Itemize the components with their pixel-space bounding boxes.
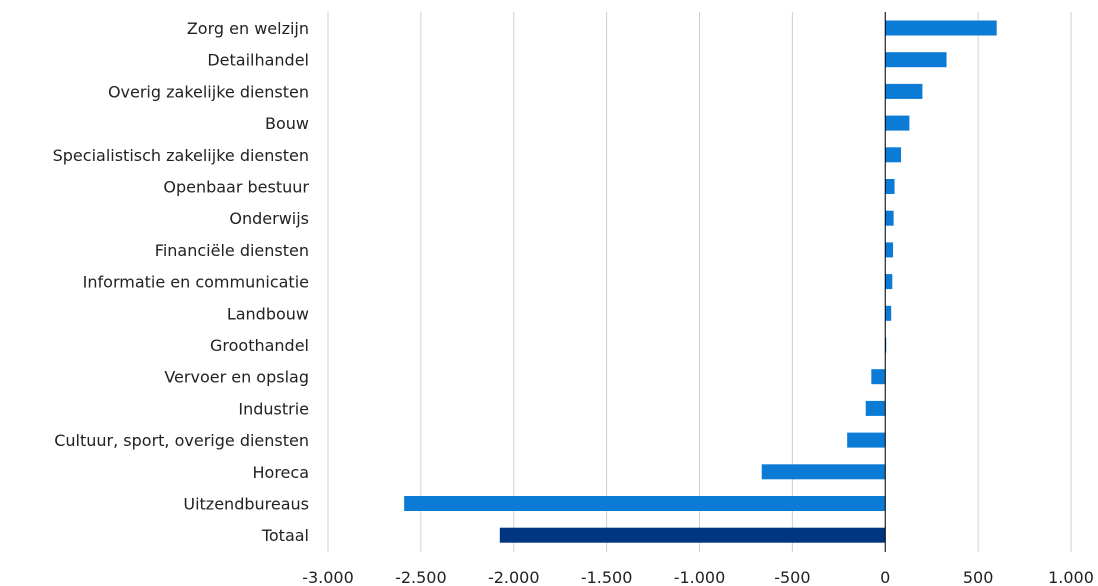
category-label: Informatie en communicatie: [83, 273, 309, 292]
bar: [885, 20, 997, 36]
x-tick-label: -2.500: [395, 568, 447, 586]
category-labels: Zorg en welzijn Detailhandel Overig zakeli…: [53, 19, 310, 545]
bar: [871, 369, 886, 385]
x-tick-label: 0: [880, 568, 890, 586]
x-tick-label: -500: [774, 568, 810, 586]
bar: [865, 400, 886, 416]
category-label: Specialistisch zakelijke diensten: [53, 146, 309, 165]
bar: [885, 83, 923, 99]
x-tick-labels: -3.000 -2.500 -2.000 -1.500 -1.000 -500 0 500 1.…: [302, 568, 1094, 586]
bar: [499, 527, 886, 543]
category-label: Horeca: [253, 463, 310, 482]
bar: [885, 274, 893, 290]
category-label: Overig zakelijke diensten: [108, 82, 309, 101]
bar: [885, 242, 894, 258]
x-tick-label: -2.000: [488, 568, 540, 586]
category-label: Openbaar bestuur: [163, 178, 309, 197]
bar: [885, 147, 902, 163]
category-label: Landbouw: [227, 304, 309, 323]
x-tick-label: 1.000: [1048, 568, 1094, 586]
category-label: Vervoer en opslag: [164, 368, 309, 387]
bars: [404, 20, 997, 543]
category-label: Uitzendbureaus: [183, 495, 309, 514]
bar: [885, 305, 892, 321]
bar: [885, 52, 947, 68]
gridlines: [327, 12, 1072, 552]
category-label: Zorg en welzijn: [187, 19, 309, 38]
bar: [404, 496, 886, 511]
category-label: Industrie: [238, 399, 309, 418]
bar: [847, 432, 886, 448]
bar: [885, 179, 895, 194]
category-label: Totaal: [261, 526, 309, 545]
category-label: Financiële diensten: [155, 241, 309, 260]
category-label: Detailhandel: [207, 51, 309, 70]
x-tick-label: -1.500: [581, 568, 633, 586]
bar: [761, 464, 886, 480]
category-label: Cultuur, sport, overige diensten: [54, 431, 309, 450]
bar: [885, 115, 910, 131]
x-tick-label: -3.000: [302, 568, 354, 586]
category-label: Onderwijs: [229, 209, 309, 228]
x-tick-label: 500: [963, 568, 994, 586]
x-tick-label: -1.000: [674, 568, 726, 586]
category-label: Groothandel: [210, 336, 309, 355]
bar: [885, 210, 894, 226]
category-label: Bouw: [265, 114, 309, 133]
